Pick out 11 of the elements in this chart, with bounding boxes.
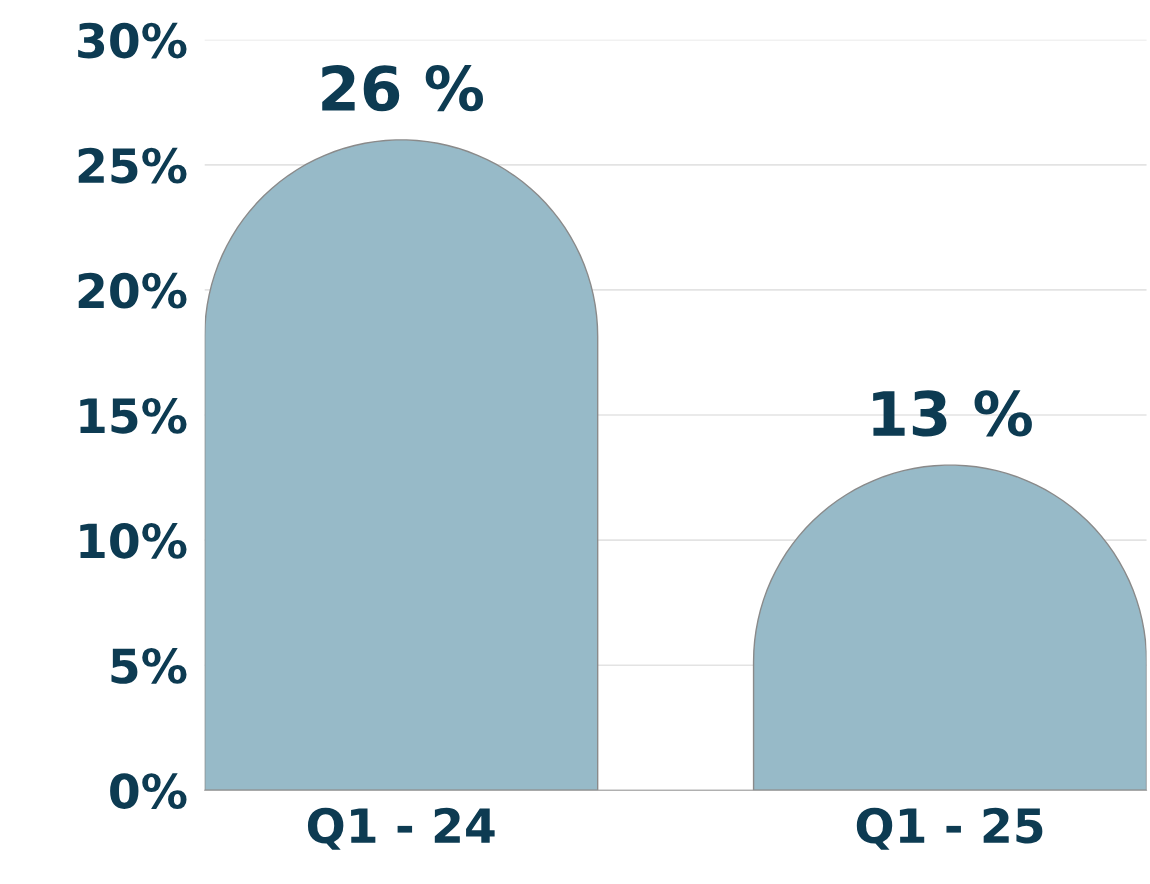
y-tick-label: 0% <box>110 773 187 809</box>
y-tick-label: 10% <box>80 523 187 559</box>
y-tick-label: 30% <box>78 22 187 59</box>
data-label: 13 % <box>873 390 1032 437</box>
x-tick-label: Q1 - 24 <box>307 807 495 850</box>
y-tick-label: 15% <box>80 397 187 434</box>
data-label: 26 % <box>322 65 484 112</box>
x-tick-label: Q1 - 25 <box>856 807 1043 850</box>
y-tick-label: 5% <box>111 648 187 684</box>
y-tick-label: 25% <box>78 147 187 184</box>
y-tick-label: 20% <box>78 272 187 309</box>
